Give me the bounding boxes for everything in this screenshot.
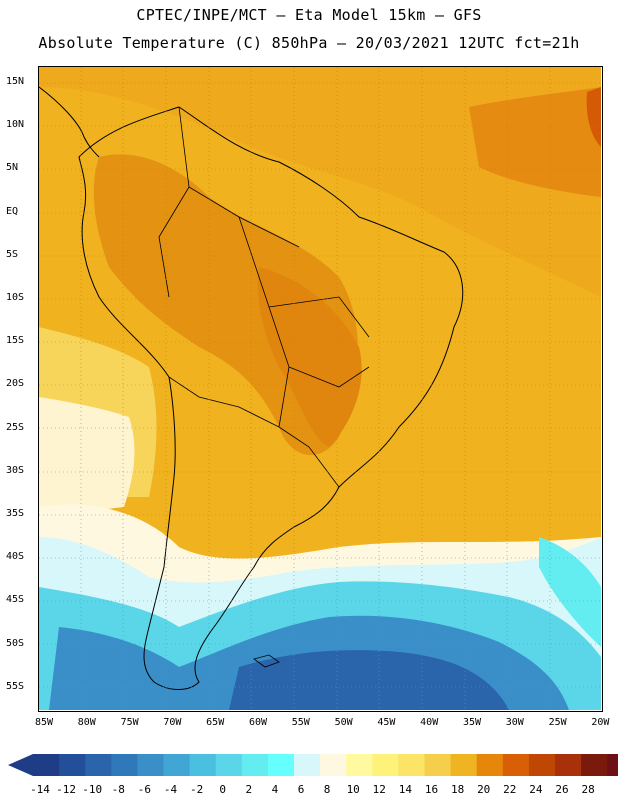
lon-label: 40W <box>420 717 439 728</box>
colorbar-label: 18 <box>450 783 465 796</box>
field-hot-brazil <box>257 267 362 447</box>
chart-title-line1: CPTEC/INPE/MCT – Eta Model 15km – GFS <box>136 6 482 24</box>
colorbar-label: 8 <box>323 783 331 796</box>
lon-label: 30W <box>505 717 524 728</box>
colorbar-label: 28 <box>581 783 595 796</box>
lon-label: 35W <box>462 717 482 728</box>
colorbar-label: -6 <box>137 783 152 796</box>
colorbar-label: 10 <box>346 783 360 796</box>
colorbar-swatch <box>476 754 504 776</box>
lat-label: 10N <box>6 119 25 131</box>
colorbar-swatch <box>189 754 217 776</box>
colorbar-label: -14 <box>30 783 50 796</box>
colorbar-swatch <box>581 754 608 776</box>
colorbar-swatch <box>320 754 347 776</box>
colorbar-label: 0 <box>219 783 226 796</box>
colorbar-label: 20 <box>477 783 491 796</box>
colorbar-label: 26 <box>555 783 569 796</box>
lat-label: 35S <box>6 508 25 519</box>
colorbar-swatch <box>450 754 478 776</box>
colorbar-label: -4 <box>163 783 178 796</box>
colorbar-label: 22 <box>503 783 517 796</box>
lon-label: 55W <box>291 717 310 728</box>
lat-label: 50S <box>6 637 25 649</box>
colorbar-swatch <box>215 754 243 776</box>
lon-label: 80W <box>77 717 96 728</box>
lon-label: 50W <box>334 717 353 728</box>
colorbar-label: 4 <box>271 783 279 796</box>
colorbar-label: 6 <box>297 783 305 796</box>
lat-label: 40S <box>6 551 25 563</box>
lon-label: 45W <box>377 717 396 728</box>
colorbar-swatch <box>346 754 373 776</box>
chart-title-line2: Absolute Temperature (C) 850hPa – 20/03/… <box>38 34 580 52</box>
colorbar-swatch <box>241 754 269 776</box>
lat-label: 15S <box>6 335 25 347</box>
field-hot-spot <box>586 87 601 147</box>
colorbar-high-arrow <box>612 761 618 769</box>
coastline-south-america <box>78 106 464 690</box>
colorbar-swatch <box>528 754 556 776</box>
colorbar-swatch <box>398 754 425 776</box>
country-borders <box>158 106 370 488</box>
lon-label: 65W <box>206 717 225 728</box>
colorbar-label: 24 <box>529 783 543 796</box>
colorbar-swatch <box>294 754 321 776</box>
lat-label: EQ <box>6 205 19 217</box>
colorbar-swatch <box>267 754 295 776</box>
colorbar-label: -12 <box>56 783 77 796</box>
field-coldest <box>229 650 509 710</box>
colorbar-swatch <box>502 754 530 776</box>
field-hot-atlantic <box>469 87 601 197</box>
lat-label: 10S <box>6 292 25 303</box>
colorbar-swatch <box>85 754 112 776</box>
colorbar-swatch <box>111 754 138 776</box>
lon-label: 25W <box>548 717 567 728</box>
lat-label: 55S <box>6 680 25 692</box>
colorbar-swatch <box>424 754 452 776</box>
lat-label: 45S <box>6 594 25 606</box>
lat-label: 5S <box>6 248 19 260</box>
colorbar-label: -2 <box>189 783 204 796</box>
colorbar-low-arrow <box>8 754 33 776</box>
lon-label: 70W <box>163 717 182 728</box>
colorbar-label: 16 <box>424 783 439 796</box>
colorbar-swatch <box>555 754 582 776</box>
field-warm-north <box>39 67 601 297</box>
field-cold-east <box>539 537 601 647</box>
lat-label: 15N <box>6 76 25 87</box>
colorbar-swatch <box>33 754 60 776</box>
colorbar-label: 12 <box>372 783 386 796</box>
lon-label: 85W <box>34 717 54 728</box>
coastline-central-america <box>39 86 100 158</box>
falkland-islands <box>253 654 280 668</box>
graticule <box>39 67 601 710</box>
colorbar-label: 14 <box>398 783 413 796</box>
colorbar-swatch <box>137 754 164 776</box>
colorbar-label: -10 <box>82 783 103 796</box>
temperature-map <box>38 66 603 712</box>
field-pale-pacific <box>39 397 135 517</box>
lon-label: 75W <box>120 717 139 728</box>
colorbar-swatch <box>372 754 399 776</box>
lat-label: 5N <box>6 162 19 174</box>
lat-label: 25S <box>6 421 25 433</box>
colorbar-swatch <box>59 754 86 776</box>
lon-label: 60W <box>248 717 268 728</box>
colorbar-swatch <box>163 754 191 776</box>
colorbar <box>0 750 618 798</box>
lat-label: 30S <box>6 464 25 476</box>
lat-label: 20S <box>6 378 25 390</box>
colorbar-label: -8 <box>111 783 125 796</box>
colorbar-label: 2 <box>245 783 253 796</box>
lon-label: 20W <box>591 717 610 728</box>
